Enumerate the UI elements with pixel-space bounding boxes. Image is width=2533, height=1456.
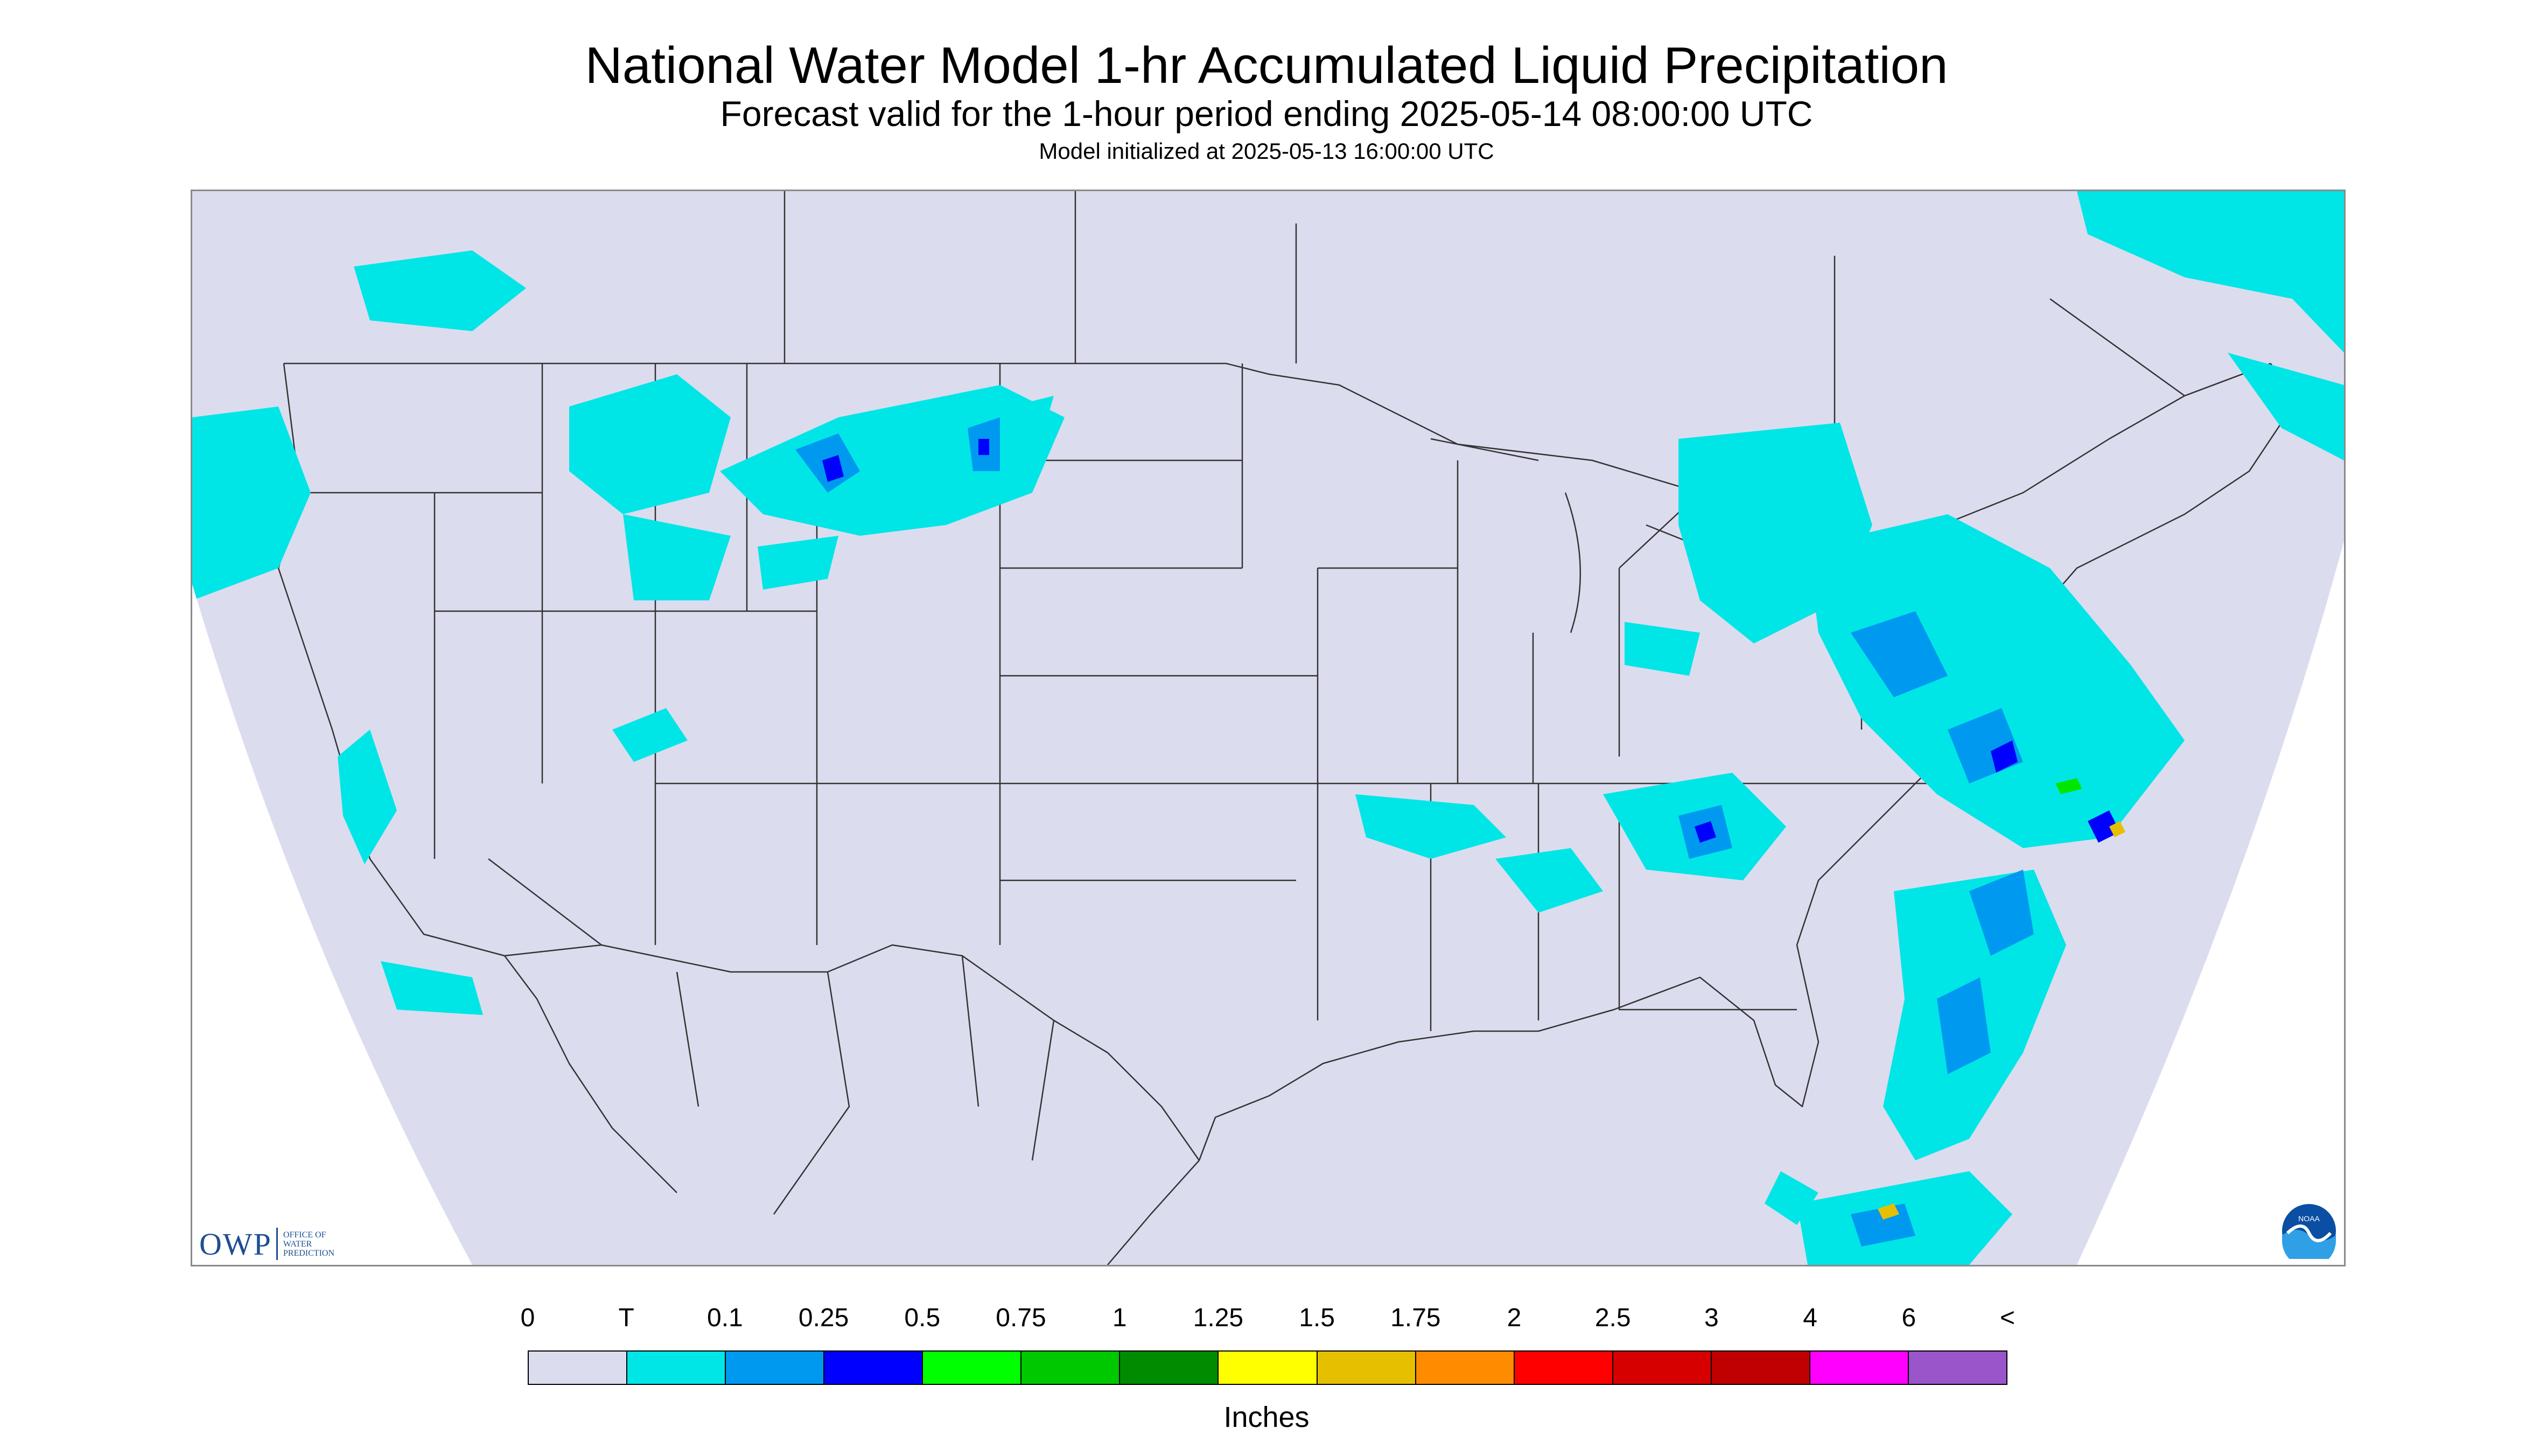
legend-swatch: [725, 1350, 825, 1385]
legend-swatch: [1020, 1350, 1121, 1385]
model-init-time: Model initialized at 2025-05-13 16:00:00…: [1039, 138, 1494, 164]
legend-swatch: [823, 1350, 923, 1385]
legend-tick-label: 1: [1112, 1304, 1127, 1332]
owp-logo-divider: [276, 1228, 278, 1260]
precipitation-light: [795, 417, 2034, 1247]
legend-swatch: [1415, 1350, 1515, 1385]
noaa-logo: NOAA: [2282, 1204, 2336, 1259]
legend-swatch: [922, 1350, 1022, 1385]
legend-tick-label: 0.1: [707, 1304, 743, 1332]
legend-swatch: [1316, 1350, 1416, 1385]
legend-color-bar: [528, 1350, 2007, 1385]
great-lakes: [1430, 438, 1851, 633]
legend-swatch: [1710, 1350, 1810, 1385]
legend-tick-label: 0.75: [996, 1304, 1046, 1332]
precipitation-trace: [192, 191, 2344, 1265]
legend-tick-label: T: [618, 1304, 634, 1332]
legend-swatch: [626, 1350, 726, 1385]
legend-tick-label: 6: [1901, 1304, 1916, 1332]
map-title: National Water Model 1-hr Accumulated Li…: [585, 37, 1948, 94]
legend-units-label: Inches: [1223, 1401, 1310, 1433]
legend-tick-label: 2.5: [1594, 1304, 1631, 1332]
legend-tick-label: 3: [1704, 1304, 1719, 1332]
noaa-logo-text: NOAA: [2298, 1214, 2320, 1223]
precip-legend: 0 T 0.1 0.25 0.5 0.75 1 1.25 1.5 1.75 2 2.5 3 4 6 <: [521, 1303, 2015, 1389]
precipitation-map: [191, 190, 2346, 1266]
legend-tick-label: 1.5: [1299, 1304, 1335, 1332]
legend-tick-label: 4: [1803, 1304, 1817, 1332]
precipitation-heavy: [1878, 778, 2125, 1220]
legend-tick-label: 1.75: [1390, 1304, 1441, 1332]
precipitation-moderate: [822, 439, 2120, 843]
mexico-state-lines: [676, 955, 1055, 1215]
legend-swatch: [1217, 1350, 1318, 1385]
legend-swatch: [1809, 1350, 1909, 1385]
map-canvas: [192, 191, 2344, 1265]
legend-tick-label: 2: [1507, 1304, 1522, 1332]
legend-tick-label: <: [1999, 1304, 2016, 1332]
legend-swatch: [1119, 1350, 1219, 1385]
owp-logo-mark: OWP: [199, 1226, 272, 1262]
owp-logo: OWP OFFICE OF WATER PREDICTION: [199, 1222, 334, 1265]
legend-tick-label: 1.25: [1193, 1304, 1244, 1332]
map-subtitle: Forecast valid for the 1-hour period end…: [720, 94, 1813, 134]
legend-tick-label: 0: [520, 1304, 535, 1332]
legend-tick-label: 0.25: [798, 1304, 849, 1332]
legend-swatch: [1513, 1350, 1613, 1385]
legend-tick-label: 0.5: [904, 1304, 941, 1332]
us-mexico-border: [504, 944, 1200, 1161]
owp-logo-text: OFFICE OF WATER PREDICTION: [283, 1230, 334, 1258]
legend-swatch: [1907, 1350, 2007, 1385]
legend-swatch: [1612, 1350, 1712, 1385]
atlantic-gulf-coast: [1107, 363, 2293, 1265]
canada-province-lines: [783, 191, 2185, 450]
outside-domain: [192, 541, 2344, 1265]
legend-swatch: [528, 1350, 628, 1385]
